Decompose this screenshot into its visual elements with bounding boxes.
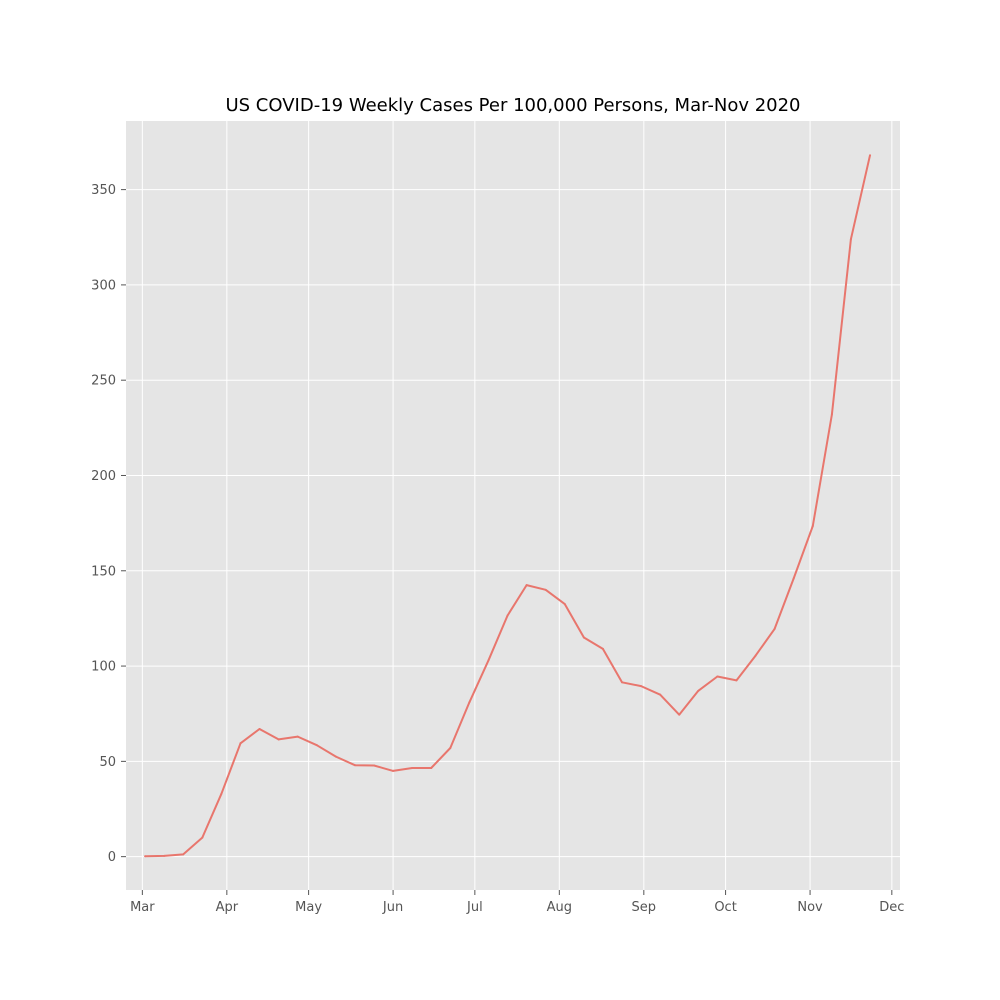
x-tick-label: May [295, 900, 322, 915]
data-point [697, 689, 700, 692]
chart-title: US COVID-19 Weekly Cases Per 100,000 Per… [225, 95, 800, 116]
y-tick-label: 350 [91, 183, 116, 198]
data-point [373, 764, 376, 767]
data-point [487, 659, 490, 662]
x-tick-label: Apr [216, 900, 239, 915]
data-point [525, 584, 528, 587]
data-point [869, 154, 872, 157]
x-tick-label: Nov [797, 900, 823, 915]
x-tick-label: Sep [632, 900, 657, 915]
x-tick-label: Jun [382, 900, 403, 915]
y-tick-label: 50 [99, 755, 116, 770]
y-tick-label: 300 [91, 278, 116, 293]
x-axis: Mar Apr May Jun Jul Aug Sep Oct Nov Dec [130, 890, 904, 915]
data-point [811, 524, 814, 527]
data-point [735, 679, 738, 682]
data-point [563, 603, 566, 606]
data-point [334, 755, 337, 758]
data-point [659, 693, 662, 696]
y-tick-label: 150 [91, 564, 116, 579]
data-point [773, 627, 776, 630]
data-point [163, 854, 166, 857]
data-point [621, 681, 624, 684]
data-point [716, 675, 719, 678]
data-point [353, 764, 356, 767]
data-point [258, 727, 261, 730]
x-tick-label: Jul [466, 900, 483, 915]
data-point [830, 413, 833, 416]
data-point [601, 647, 604, 650]
data-point [468, 701, 471, 704]
data-point [849, 238, 852, 241]
y-tick-label: 250 [91, 374, 116, 389]
data-point [430, 767, 433, 770]
data-point [296, 735, 299, 738]
data-point [449, 747, 452, 750]
data-point [315, 744, 318, 747]
x-tick-label: Mar [130, 900, 155, 915]
grid [126, 121, 900, 890]
data-point [144, 855, 147, 858]
plot-area [126, 121, 900, 890]
y-tick-label: 200 [91, 469, 116, 484]
y-axis: 0 50 100 150 200 250 300 350 [91, 183, 126, 865]
data-point [754, 654, 757, 657]
y-tick-label: 100 [91, 660, 116, 675]
data-point [392, 769, 395, 772]
data-point [182, 853, 185, 856]
x-tick-label: Aug [547, 900, 572, 915]
data-point [544, 588, 547, 591]
x-tick-label: Dec [879, 900, 904, 915]
x-tick-label: Oct [714, 900, 736, 915]
data-point [277, 738, 280, 741]
data-point [220, 792, 223, 795]
y-tick-label: 0 [108, 850, 116, 865]
data-point [640, 685, 643, 688]
data-point [506, 614, 509, 617]
data-point [239, 742, 242, 745]
series-group [144, 154, 872, 858]
data-point [792, 577, 795, 580]
data-point [201, 836, 204, 839]
data-point [411, 767, 414, 770]
data-point [678, 713, 681, 716]
data-point [582, 636, 585, 639]
